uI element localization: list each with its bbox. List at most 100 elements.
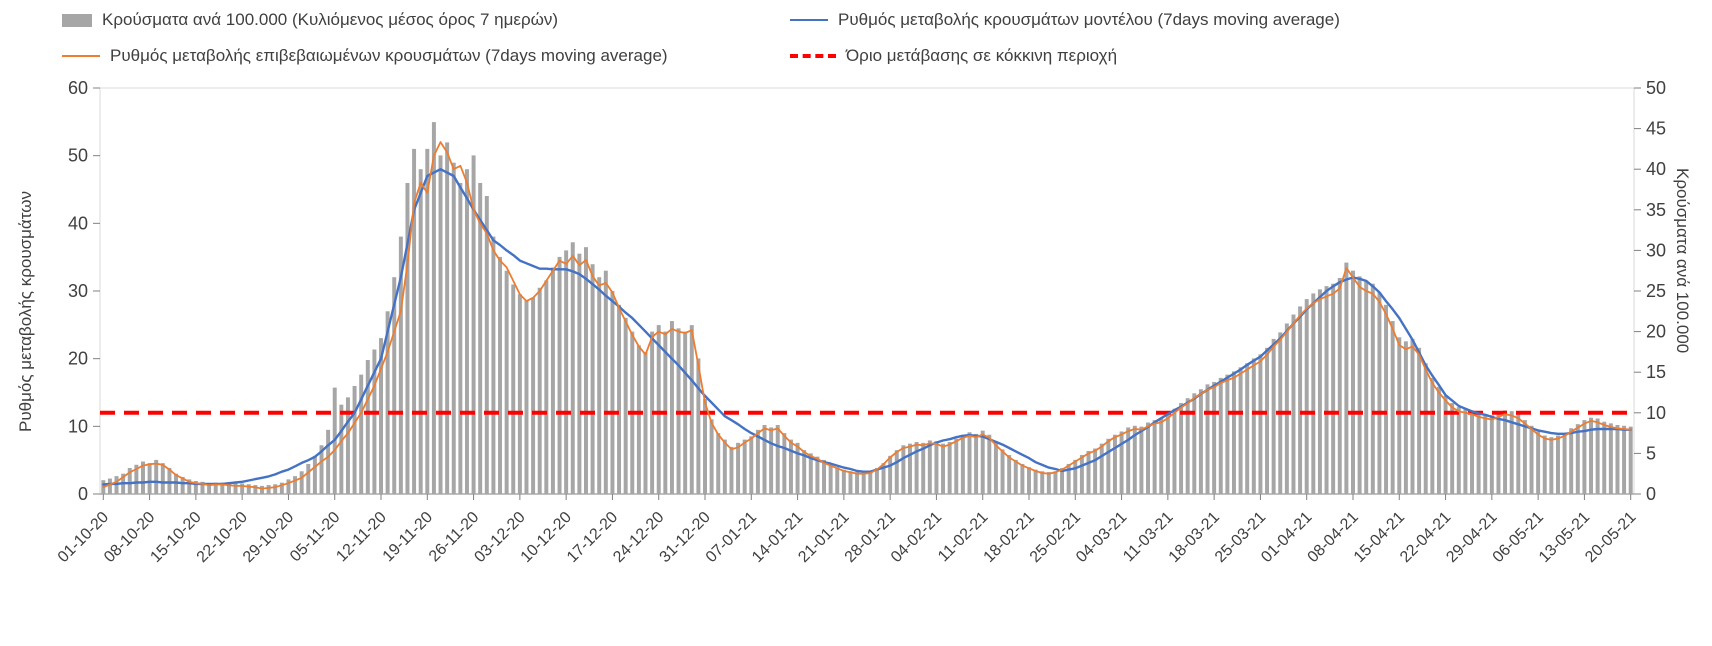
bar bbox=[769, 427, 774, 494]
bar bbox=[1212, 381, 1217, 494]
bar bbox=[868, 471, 873, 494]
bar bbox=[392, 277, 397, 494]
bar bbox=[1503, 410, 1508, 494]
bar bbox=[1397, 337, 1402, 494]
bar bbox=[385, 311, 390, 494]
bar bbox=[1198, 389, 1203, 494]
bar bbox=[544, 280, 549, 494]
x-tick-label: 20-05-21 bbox=[1582, 509, 1639, 566]
bar bbox=[1165, 414, 1170, 494]
bar bbox=[1152, 420, 1157, 494]
x-tick-label: 05-11-20 bbox=[287, 509, 344, 566]
bar bbox=[220, 482, 225, 494]
bar bbox=[240, 483, 245, 494]
bar bbox=[669, 321, 674, 494]
bar bbox=[418, 169, 423, 494]
bar bbox=[1311, 293, 1316, 494]
bar bbox=[861, 472, 866, 494]
x-tick-label: 04-02-21 bbox=[888, 509, 945, 566]
bar bbox=[564, 250, 569, 494]
bar bbox=[1463, 408, 1468, 494]
bar bbox=[788, 439, 793, 494]
right-tick-label: 20 bbox=[1646, 322, 1666, 342]
bar bbox=[782, 433, 787, 494]
bar bbox=[266, 485, 271, 494]
bar bbox=[193, 481, 198, 494]
bar bbox=[980, 430, 985, 494]
bar bbox=[1079, 455, 1084, 494]
bar bbox=[398, 236, 403, 494]
bar bbox=[1489, 415, 1494, 494]
bar bbox=[1509, 411, 1514, 494]
right-tick-label: 45 bbox=[1646, 119, 1666, 139]
bar bbox=[167, 468, 172, 494]
bar bbox=[617, 304, 622, 494]
model-rate-line bbox=[102, 167, 1632, 486]
bar bbox=[1351, 270, 1355, 494]
bar bbox=[993, 442, 998, 494]
x-tick-label: 12-11-20 bbox=[333, 509, 390, 566]
bar bbox=[1337, 278, 1342, 494]
bar bbox=[927, 440, 932, 494]
bar bbox=[1093, 448, 1098, 494]
bar bbox=[127, 468, 132, 494]
bar bbox=[736, 442, 741, 494]
bar bbox=[1060, 468, 1065, 494]
bar bbox=[570, 242, 575, 494]
bar bbox=[1417, 347, 1422, 494]
bar bbox=[1615, 424, 1620, 494]
bar bbox=[947, 442, 952, 494]
bar bbox=[1324, 286, 1329, 494]
bar bbox=[1582, 420, 1587, 494]
bar bbox=[1020, 463, 1025, 494]
bar bbox=[1602, 421, 1607, 494]
bar bbox=[1033, 469, 1038, 494]
bar bbox=[299, 471, 304, 494]
bar bbox=[722, 439, 727, 494]
bar bbox=[874, 468, 879, 494]
bar bbox=[1218, 377, 1223, 494]
bar bbox=[531, 297, 536, 494]
bar bbox=[431, 122, 436, 494]
bar bbox=[881, 463, 886, 494]
bar bbox=[1516, 414, 1521, 494]
bar bbox=[471, 155, 476, 494]
bar bbox=[207, 483, 212, 494]
bar bbox=[1622, 425, 1627, 494]
bar bbox=[319, 445, 324, 494]
bar bbox=[1099, 443, 1104, 494]
bar bbox=[260, 485, 264, 494]
bar bbox=[1483, 414, 1488, 494]
bar bbox=[1317, 289, 1322, 494]
bar bbox=[326, 429, 331, 494]
bar bbox=[1549, 437, 1554, 494]
bar bbox=[154, 459, 159, 494]
bar bbox=[636, 345, 641, 494]
bar bbox=[1132, 425, 1137, 494]
bar bbox=[306, 463, 311, 494]
bar bbox=[1251, 358, 1256, 494]
bar bbox=[841, 469, 846, 494]
bar bbox=[1073, 459, 1078, 494]
legend-item-red-threshold: Όριο μετάβασης σε κόκκινη περιοχή bbox=[790, 46, 1117, 66]
bar bbox=[557, 256, 562, 494]
bar bbox=[1000, 449, 1005, 494]
bar bbox=[478, 183, 483, 494]
legend-label: Κρούσματα ανά 100.000 (Κυλιόμενος μέσος … bbox=[102, 10, 559, 29]
bar bbox=[974, 433, 979, 494]
bar bbox=[1344, 262, 1349, 494]
x-tick-label: 04-03-21 bbox=[1073, 509, 1130, 566]
bar bbox=[180, 476, 185, 494]
bar bbox=[755, 429, 760, 494]
legend-item-confirmed-rate: Ρυθμός μεταβολής επιβεβαιωμένων κρουσμάτ… bbox=[62, 46, 668, 66]
bar bbox=[689, 325, 694, 494]
bar bbox=[1013, 459, 1018, 494]
y-axis-title-right: Κρούσματα ανά 100.000 bbox=[1673, 168, 1692, 354]
bar bbox=[802, 450, 807, 494]
left-tick-label: 30 bbox=[68, 281, 88, 301]
right-tick-label: 5 bbox=[1646, 443, 1656, 463]
bar bbox=[365, 360, 370, 494]
bar bbox=[795, 442, 800, 494]
bar bbox=[147, 463, 152, 494]
